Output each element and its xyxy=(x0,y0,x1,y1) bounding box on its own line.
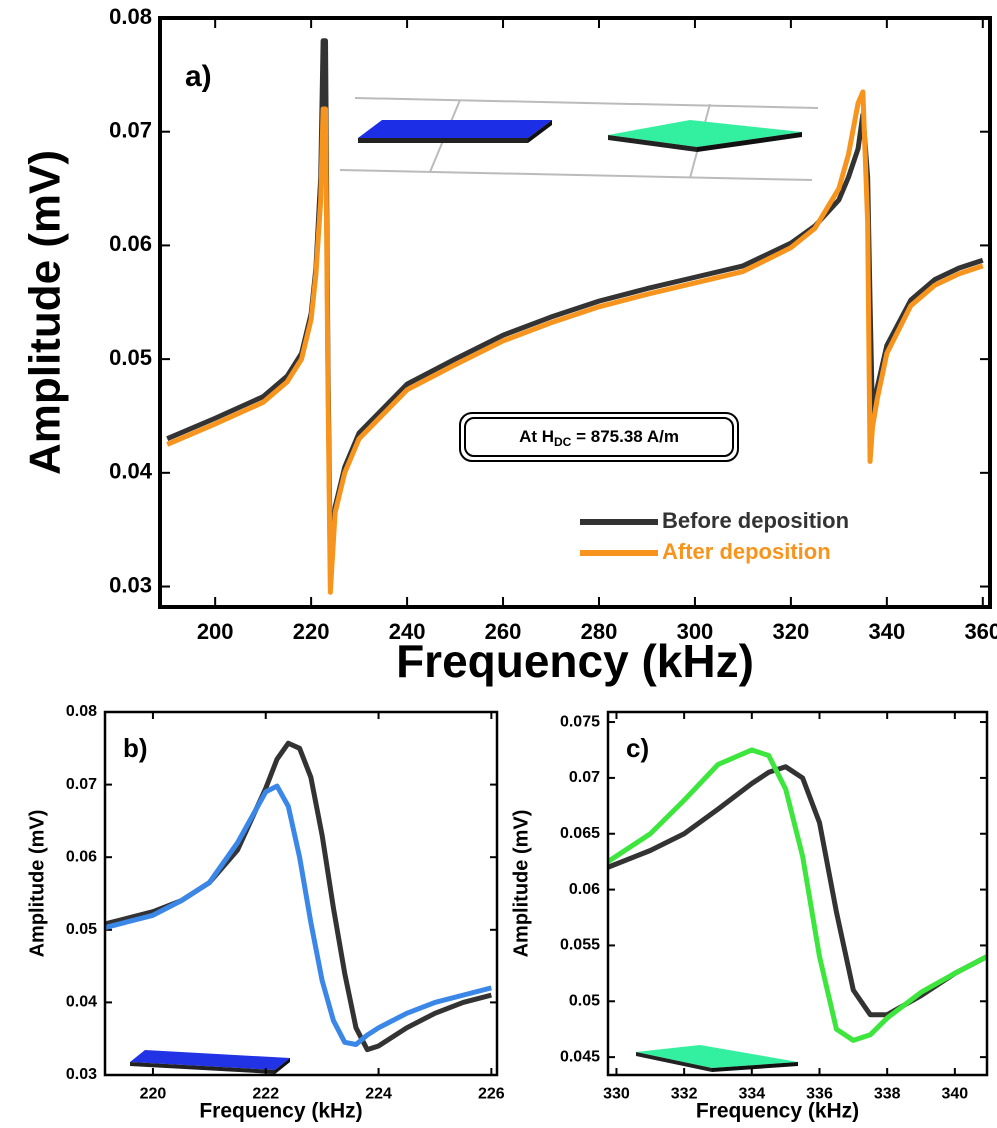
x-tick-label: 330 xyxy=(603,1085,630,1102)
plate-b xyxy=(130,1050,290,1074)
x-axis-label: Frequency (kHz) xyxy=(199,1100,362,1123)
x-tick-label: 240 xyxy=(389,619,426,644)
y-tick-label: 0.03 xyxy=(66,1066,97,1083)
y-axis-label: Amplitude (mV) xyxy=(21,150,70,475)
y-tick-label: 0.05 xyxy=(569,993,600,1010)
y-tick-label: 0.045 xyxy=(560,1048,600,1065)
x-tick-label: 280 xyxy=(581,619,618,644)
x-tick-label: 336 xyxy=(806,1085,833,1102)
y-tick-label: 0.065 xyxy=(560,825,600,842)
annotation-box xyxy=(459,412,739,462)
y-tick-label: 0.06 xyxy=(66,848,97,865)
x-tick-label: 226 xyxy=(478,1085,505,1102)
y-tick-label: 0.075 xyxy=(560,713,600,730)
x-axis-label: Frequency (kHz) xyxy=(396,635,754,687)
annotation-part: DC xyxy=(554,435,572,449)
panel-label: b) xyxy=(123,733,148,763)
panel-label: a) xyxy=(185,60,212,93)
x-axis-label: Frequency (kHz) xyxy=(696,1100,859,1123)
panel-label: c) xyxy=(626,733,649,763)
x-tick-label: 220 xyxy=(293,619,330,644)
plot-frame xyxy=(158,16,992,609)
y-tick-label: 0.06 xyxy=(569,881,600,898)
x-tick-label: 338 xyxy=(874,1085,901,1102)
y-axis-label: Amplitude (mV) xyxy=(26,810,48,958)
x-tick-label: 340 xyxy=(942,1085,969,1102)
x-tick-label: 332 xyxy=(671,1085,698,1102)
y-tick-label: 0.055 xyxy=(560,937,600,954)
x-tick-label: 220 xyxy=(140,1085,167,1102)
annotation: At HDC = 875.38 A/m xyxy=(519,427,679,449)
y-tick-label: 0.05 xyxy=(109,345,152,370)
plot-frame xyxy=(606,710,989,1077)
x-tick-label: 300 xyxy=(677,619,714,644)
data-line xyxy=(608,747,987,1043)
y-tick-label: 0.04 xyxy=(66,994,97,1011)
annotation-part: = 875.38 A/m xyxy=(571,427,679,446)
x-tick-label: 360 xyxy=(964,619,997,644)
annotation-part: At H xyxy=(519,427,554,446)
data-line xyxy=(105,783,492,1048)
x-tick-label: 340 xyxy=(868,619,905,644)
plate-c xyxy=(636,1045,798,1072)
x-tick-label: 200 xyxy=(197,619,234,644)
y-axis-label: Amplitude (mV) xyxy=(510,810,532,958)
y-tick-label: 0.08 xyxy=(66,703,97,720)
y-tick-label: 0.07 xyxy=(569,769,600,786)
y-tick-label: 0.07 xyxy=(66,776,97,793)
y-tick-label: 0.07 xyxy=(109,118,152,143)
y-tick-label: 0.03 xyxy=(109,572,152,597)
data-line xyxy=(608,764,987,1018)
data-line xyxy=(166,38,984,567)
device-illustration xyxy=(339,97,819,181)
plot-frame xyxy=(103,710,499,1077)
legend-label: Before deposition xyxy=(662,508,849,533)
x-tick-label: 334 xyxy=(738,1085,765,1102)
y-tick-label: 0.08 xyxy=(109,4,152,29)
x-tick-label: 260 xyxy=(485,619,522,644)
data-line xyxy=(166,89,984,595)
x-tick-label: 320 xyxy=(773,619,810,644)
y-tick-label: 0.06 xyxy=(109,231,152,256)
x-tick-label: 222 xyxy=(252,1085,279,1102)
legend-label: After deposition xyxy=(662,539,831,564)
x-tick-label: 224 xyxy=(365,1085,392,1102)
y-tick-label: 0.04 xyxy=(109,459,153,484)
y-tick-label: 0.05 xyxy=(66,921,97,938)
